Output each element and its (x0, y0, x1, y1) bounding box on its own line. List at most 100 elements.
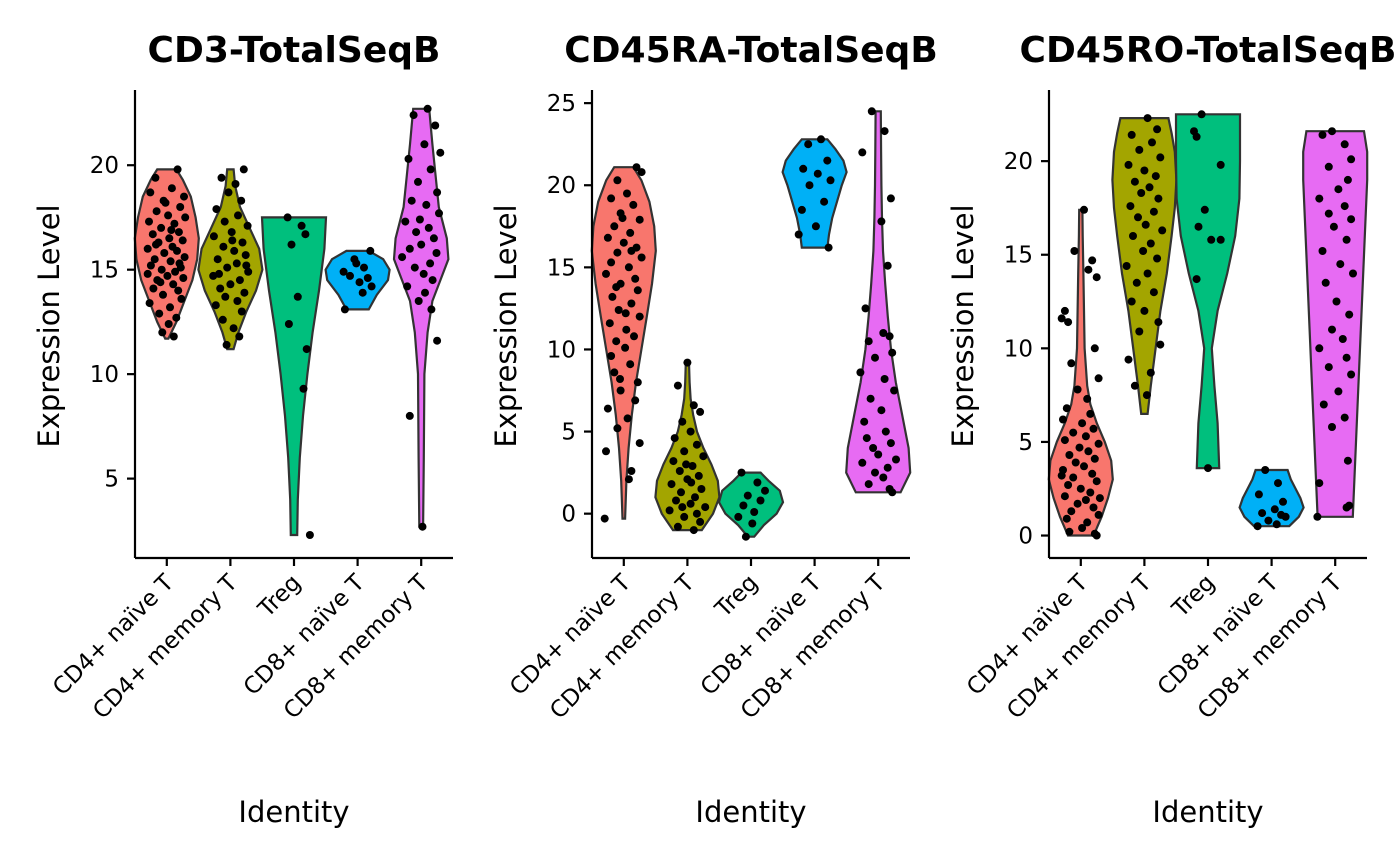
y-tick-label: 20 (1004, 149, 1033, 175)
data-point (1089, 503, 1098, 512)
data-point (235, 332, 244, 341)
data-point (404, 154, 413, 163)
data-point (1086, 488, 1095, 497)
data-point (171, 267, 180, 276)
data-point (741, 532, 750, 541)
data-point (804, 140, 813, 149)
data-point (866, 394, 875, 403)
data-point (622, 325, 631, 334)
data-point (626, 360, 635, 369)
data-point (1146, 368, 1155, 377)
data-point (212, 205, 221, 214)
data-point (174, 228, 183, 237)
data-point (1194, 222, 1203, 231)
data-point (355, 278, 364, 287)
data-point (627, 467, 636, 475)
data-point (862, 434, 871, 443)
violin-2 (260, 216, 328, 537)
data-point (424, 223, 433, 232)
data-point (221, 292, 230, 301)
data-point (176, 203, 185, 211)
data-point (820, 197, 829, 206)
data-point (635, 312, 644, 321)
data-point (1078, 419, 1087, 428)
data-point (669, 457, 678, 466)
data-point (1154, 194, 1163, 203)
data-point (633, 378, 642, 387)
data-point (410, 263, 419, 272)
data-point (157, 223, 166, 232)
data-point (1328, 127, 1336, 136)
data-point (1140, 306, 1149, 315)
data-point (619, 238, 628, 247)
data-point (1342, 353, 1351, 362)
data-point (624, 263, 633, 272)
data-point (687, 478, 696, 487)
data-point (1094, 439, 1103, 448)
data-point (407, 196, 416, 205)
data-point (427, 305, 436, 314)
data-point (877, 217, 886, 226)
data-point (216, 284, 225, 293)
data-point (1092, 531, 1101, 540)
data-point (691, 493, 699, 502)
data-point (169, 280, 178, 289)
data-point (305, 531, 314, 539)
data-point (880, 375, 889, 383)
data-point (432, 249, 441, 257)
data-point (627, 246, 636, 255)
data-point (422, 200, 431, 209)
data-point (861, 304, 870, 313)
data-point (1329, 222, 1338, 231)
data-point (883, 261, 892, 270)
data-point (871, 468, 879, 477)
data-point (230, 246, 239, 255)
panel-title: CD3-TotalSeqB (148, 30, 441, 71)
data-point (1349, 269, 1357, 278)
data-point (637, 168, 646, 177)
data-point (1071, 458, 1080, 467)
violin-4 (392, 107, 450, 528)
violin-1 (1111, 117, 1178, 415)
data-point (734, 512, 743, 521)
data-point (229, 324, 238, 333)
data-point (166, 257, 175, 266)
data-point (618, 214, 627, 223)
data-point (1216, 160, 1225, 169)
y-axis-title: Expression Level (489, 204, 523, 447)
y-tick-label: 5 (561, 420, 576, 446)
data-point (877, 406, 886, 415)
data-point (1324, 209, 1333, 218)
data-point (1153, 254, 1162, 263)
data-point (235, 276, 244, 285)
data-point (415, 215, 424, 224)
data-point (414, 297, 423, 305)
y-tick-label: 10 (1004, 336, 1033, 362)
data-point (159, 290, 167, 299)
data-point (1207, 235, 1216, 244)
data-point (1094, 374, 1103, 383)
data-point (145, 299, 154, 308)
data-point (1127, 130, 1136, 139)
data-point (1264, 516, 1273, 525)
data-point (1083, 394, 1092, 403)
data-point (888, 488, 897, 497)
data-point (621, 343, 630, 352)
data-point (1272, 520, 1281, 529)
data-point (1076, 484, 1085, 493)
data-point (612, 337, 621, 346)
data-point (761, 486, 769, 495)
data-point (624, 475, 633, 484)
data-point (1345, 310, 1354, 319)
data-point (675, 467, 684, 475)
data-point (170, 219, 179, 228)
data-point (1135, 327, 1144, 336)
data-point (1321, 278, 1330, 287)
data-point (1078, 524, 1087, 532)
data-point (1062, 514, 1071, 523)
data-point (218, 315, 227, 324)
data-point (244, 267, 253, 276)
data-point (156, 278, 165, 287)
data-point (149, 284, 158, 293)
